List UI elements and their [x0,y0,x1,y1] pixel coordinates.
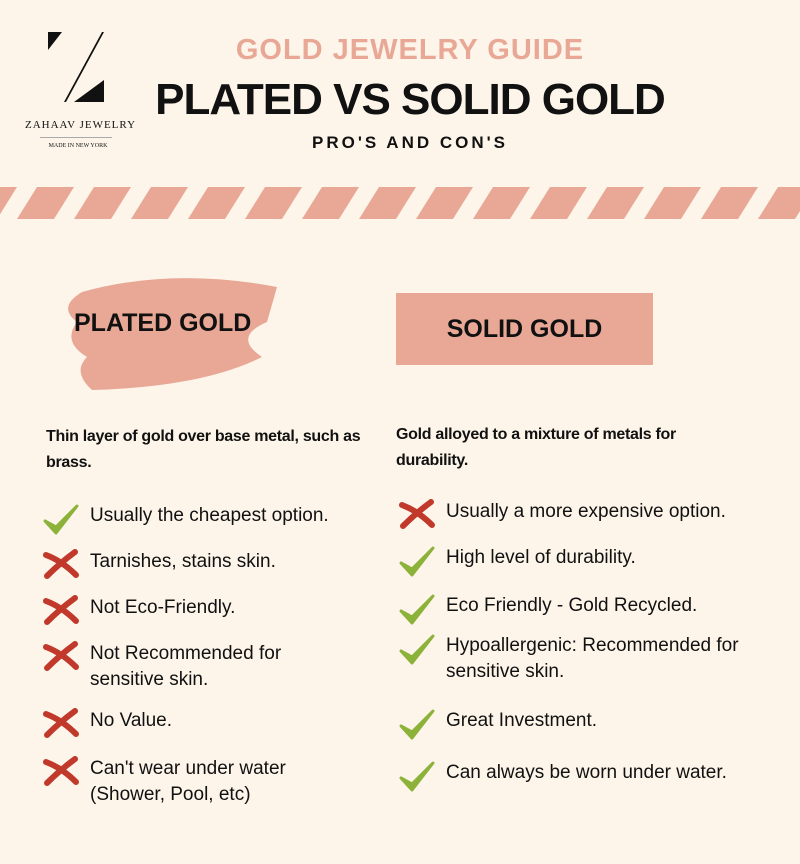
item-text: Eco Friendly - Gold Recycled. [446,595,698,616]
solid-description: Gold alloyed to a mixture of metals for … [396,426,676,469]
stripe [473,187,530,219]
list-item: Not Recommended for sensitive skin. [42,641,342,693]
stripe [701,187,758,219]
list-item: Not Eco-Friendly. [42,595,342,633]
stripe [245,187,302,219]
list-item: Usually a more expensive option. [398,499,788,537]
kicker: GOLD JEWELRY GUIDE [235,34,585,66]
check-icon [398,545,446,587]
subtitle: PRO'S AND CON'S [311,133,509,152]
stripe [188,187,245,219]
list-item: Usually the cheapest option. [42,503,342,545]
check-icon [398,708,446,750]
check-icon [398,633,446,675]
stripe [758,187,800,219]
list-item: Tarnishes, stains skin. [42,549,342,587]
list-item: No Value. [42,708,342,746]
item-text: Can't wear under water (Shower, Pool, et… [90,758,286,805]
item-text: Can always be worn under water. [446,762,727,783]
stripe [587,187,644,219]
item-text: Usually the cheapest option. [90,505,329,526]
stripe [0,187,17,215]
item-text: Not Eco-Friendly. [90,597,236,618]
list-item: High level of durability. [398,545,788,587]
cross-icon [42,549,90,587]
cross-icon [42,708,90,746]
stripe [131,187,188,219]
zahaav-logo-icon [48,32,104,102]
list-item: Hypoallergenic: Recommended for sensitiv… [398,633,788,685]
list-item: Eco Friendly - Gold Recycled. [398,593,788,635]
stripe [416,187,473,219]
stripe [17,187,74,219]
item-text: High level of durability. [446,547,636,568]
list-item: Can always be worn under water. [398,760,788,802]
item-text: Usually a more expensive option. [446,501,726,522]
item-text: Tarnishes, stains skin. [90,551,276,572]
stripe [359,187,416,219]
cross-icon [42,595,90,633]
check-icon [398,593,446,635]
stripe [644,187,701,219]
stripe [530,187,587,219]
cross-icon [42,641,90,679]
item-text: No Value. [90,710,173,731]
stripe [302,187,359,219]
cross-icon [42,756,90,794]
brush-stroke-icon [68,278,277,390]
item-text: Not Recommended for sensitive skin. [90,643,282,690]
solid-heading: SOLID GOLD [396,293,653,365]
plated-heading: PLATED GOLD [74,309,252,337]
brand-divider [40,137,112,138]
stripe-divider [0,187,800,219]
check-icon [42,503,90,545]
plated-description: Thin layer of gold over base metal, such… [46,428,361,471]
brand-name: ZAHAAV JEWELRY [25,119,137,131]
item-text: Hypoallergenic: Recommended for sensitiv… [446,635,739,682]
check-icon [398,760,446,802]
list-item: Great Investment. [398,708,788,750]
item-text: Great Investment. [446,710,598,731]
stripe [74,187,131,219]
brand-tagline: MADE IN NEW YORK [48,143,108,149]
page-title: PLATED VS SOLID GOLD [155,75,666,124]
list-item: Can't wear under water (Shower, Pool, et… [42,756,342,808]
cross-icon [398,499,446,537]
